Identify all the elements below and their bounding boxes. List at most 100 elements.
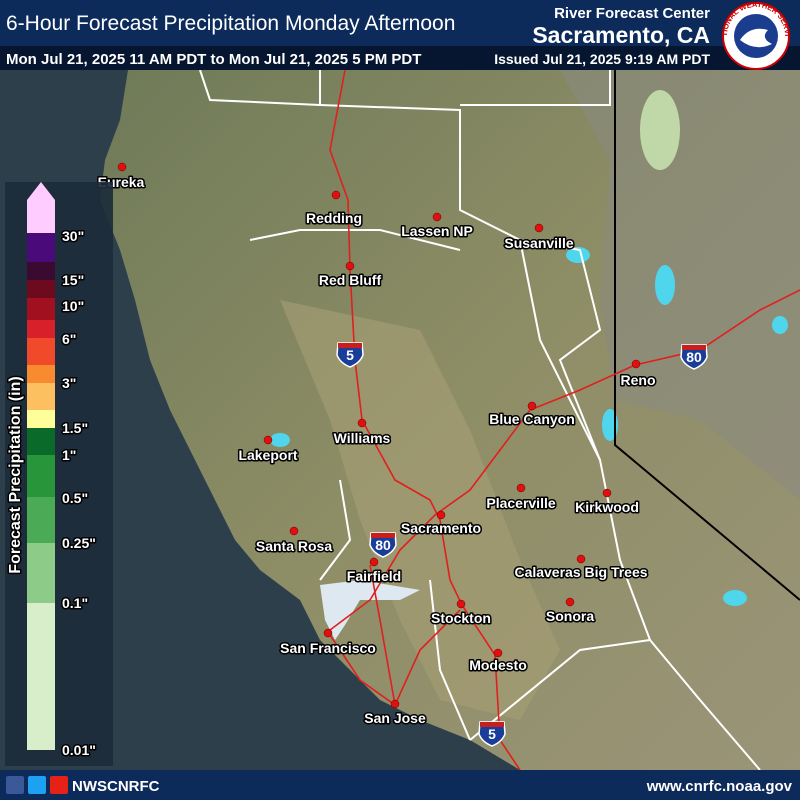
lake (772, 316, 788, 334)
legend-label: 3" (62, 375, 76, 391)
legend-panel (5, 182, 113, 766)
city-marker (357, 418, 367, 428)
legend-label: 0.25" (62, 535, 96, 551)
city-label: Reno (621, 372, 656, 388)
city-marker (493, 648, 503, 658)
lake (270, 433, 290, 447)
city-label: Sacramento (401, 520, 481, 536)
city-marker (323, 628, 333, 638)
dry-lake (640, 90, 680, 170)
city-marker (576, 554, 586, 564)
city-marker (289, 526, 299, 536)
subheader-bar (0, 46, 800, 70)
legend-swatch (27, 233, 55, 262)
shield-top (338, 343, 362, 348)
city-label: Fairfield (347, 568, 401, 584)
city-label: Blue Canyon (489, 411, 575, 427)
city-marker (631, 359, 641, 369)
shield (478, 721, 506, 747)
lake (723, 590, 747, 606)
legend-swatch (27, 298, 55, 320)
city-label: Santa Rosa (256, 538, 332, 554)
legend-title: Forecast Precipitation (in) (7, 376, 24, 573)
legend-arrow (27, 182, 55, 200)
city-marker (369, 557, 379, 567)
issued: Issued Jul 21, 2025 9:19 AM PDT (494, 51, 710, 67)
legend-label: 0.5" (62, 490, 88, 506)
central-valley (280, 300, 560, 720)
city-label: Red Bluff (319, 272, 382, 288)
legend-label: 30" (62, 228, 84, 244)
city-marker (456, 599, 466, 609)
shield (336, 342, 364, 368)
city-label: Lassen NP (401, 223, 473, 239)
youtube-icon[interactable] (50, 776, 68, 794)
city-marker (390, 699, 400, 709)
legend-label: 10" (62, 298, 84, 314)
center-name: Sacramento, CA (532, 22, 710, 48)
legend-swatch (27, 383, 55, 410)
legend-label: 0.01" (62, 742, 96, 758)
city-marker (345, 261, 355, 271)
highway-shields: 5 80 80 5 (336, 342, 708, 747)
legend-label: 15" (62, 272, 84, 288)
legend-swatch (27, 320, 55, 338)
legend-swatch (27, 497, 55, 543)
shield-top (682, 345, 706, 350)
legend-swatch (27, 455, 55, 497)
legend-swatch (27, 280, 55, 298)
city-label: Modesto (469, 657, 527, 673)
city-marker (117, 162, 127, 172)
social-handle[interactable]: NWSCNRFC (72, 778, 160, 795)
twitter-icon[interactable] (28, 776, 46, 794)
legend-swatch (27, 428, 55, 455)
city-marker (263, 435, 273, 445)
legend-swatch (27, 262, 55, 280)
legend-swatch (27, 338, 55, 365)
shield-number: 80 (375, 537, 391, 553)
header-bar (0, 0, 800, 46)
city-marker (436, 510, 446, 520)
city-label: Susanville (504, 235, 573, 251)
city-label: Placerville (486, 495, 555, 511)
city-marker (516, 483, 526, 493)
city-marker (534, 223, 544, 233)
legend-swatch (27, 365, 55, 383)
basin-borders (199, 69, 761, 771)
legend-swatch (27, 543, 55, 603)
city-marker (565, 597, 575, 607)
legend-label: 0.1" (62, 595, 88, 611)
shield-top (371, 533, 395, 538)
city-marker (331, 190, 341, 200)
shield-top (480, 722, 504, 727)
shield (369, 532, 397, 558)
city-label: Stockton (431, 610, 491, 626)
valid-period: Mon Jul 21, 2025 11 AM PDT to Mon Jul 21… (6, 51, 421, 68)
city-label: San Francisco (280, 640, 376, 656)
title: 6-Hour Forecast Precipitation Monday Aft… (6, 12, 455, 35)
center-label: River Forecast Center (554, 5, 710, 22)
legend-label: 1" (62, 447, 76, 463)
city-marker (527, 401, 537, 411)
legend-swatch (27, 200, 55, 233)
city-label: Williams (334, 430, 391, 446)
lake (566, 247, 590, 263)
footer-bar (0, 770, 800, 800)
legend: 30" 15" 10" 6" 3" 1.5" 1" 0.5" 0.25" 0.1" 0.01" (27, 182, 97, 760)
website-url[interactable]: www.cnrfc.noaa.gov (646, 778, 793, 795)
facebook-icon[interactable] (6, 776, 24, 794)
legend-swatch (27, 603, 55, 750)
lake (655, 265, 675, 305)
city-label: San Jose (364, 710, 426, 726)
legend-swatch (27, 410, 55, 428)
shield-number: 5 (346, 347, 354, 363)
city-label: Calaveras Big Trees (514, 564, 647, 580)
city-marker (602, 488, 612, 498)
legend-label: 6" (62, 331, 76, 347)
bay (320, 580, 420, 640)
shield-number: 80 (686, 349, 702, 365)
city-label: Lakeport (238, 447, 297, 463)
city-label: Redding (306, 210, 362, 226)
city-label: Kirkwood (575, 499, 639, 515)
